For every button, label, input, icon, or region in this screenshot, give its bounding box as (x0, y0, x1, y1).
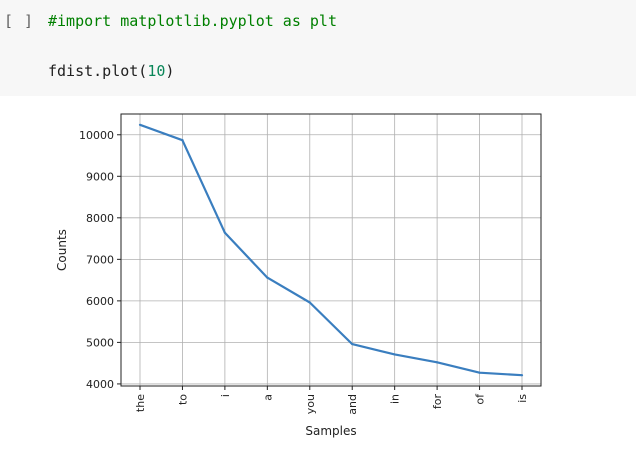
y-tick-label: 5000 (86, 336, 114, 349)
code-cell[interactable]: [ ] #import matplotlib.pyplot as plt fdi… (0, 0, 636, 96)
y-axis-title: Counts (55, 229, 69, 271)
data-point-and (351, 342, 354, 346)
y-tick-label: 6000 (86, 295, 114, 308)
data-point-in (393, 353, 396, 356)
series-line-counts (139, 123, 523, 377)
y-tick-label: 8000 (86, 212, 114, 225)
x-tick-label-a: a (261, 394, 274, 401)
x-tick-label-to: to (176, 394, 189, 405)
x-tick-label-is: is (516, 394, 529, 403)
plot-frame (120, 113, 542, 387)
code-line-comment[interactable]: #import matplotlib.pyplot as plt (48, 12, 337, 30)
data-point-you (308, 301, 311, 304)
output-cell: 4000 5000 6000 7000 8000 9000 10000 the to i a you a… (0, 96, 636, 461)
code-call-prefix: fdist.plot( (48, 62, 148, 80)
x-axis-title: Samples (305, 424, 356, 438)
data-point-is (520, 374, 524, 377)
x-tick-label-and: and (346, 394, 359, 415)
y-tick-label: 4000 (86, 378, 114, 391)
y-tick-label: 9000 (86, 170, 114, 183)
x-tick-label-i: i (219, 394, 232, 397)
data-point-a (266, 276, 269, 279)
code-line-plot-call[interactable]: fdist.plot(10) (48, 62, 174, 80)
data-point-of (478, 371, 481, 374)
y-tick-label: 10000 (79, 129, 114, 142)
data-point-for (436, 361, 439, 364)
y-tick-label: 7000 (86, 253, 114, 266)
x-tick-label-of: of (474, 393, 487, 405)
x-tick-label-the: the (134, 394, 147, 412)
data-point-the (138, 123, 142, 126)
data-point-to (181, 139, 184, 142)
x-tick-label-in: in (389, 394, 402, 404)
frequency-line-chart: 4000 5000 6000 7000 8000 9000 10000 the to i a you a… (55, 113, 542, 438)
code-call-suffix: ) (165, 62, 175, 80)
x-tick-label-for: for (431, 394, 444, 410)
x-tick-label-you: you (304, 394, 317, 414)
data-point-i (223, 231, 226, 234)
code-call-argument: 10 (147, 62, 166, 80)
run-cell-indicator[interactable]: [ ] (4, 12, 35, 30)
